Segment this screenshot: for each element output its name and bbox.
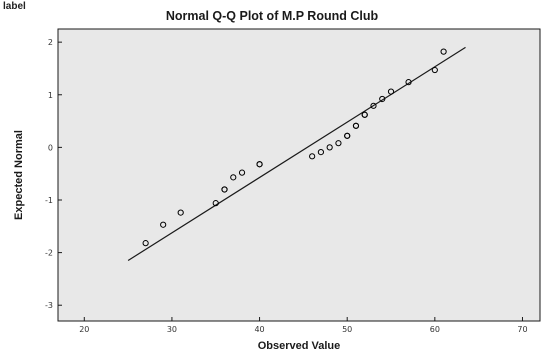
data-point <box>177 209 184 216</box>
axis-ticks: 20 30 40 50 60 70 2 1 0 -1 -2 -3 <box>45 38 528 334</box>
data-point <box>309 153 316 160</box>
data-point <box>256 161 263 168</box>
data-point <box>361 111 368 118</box>
data-point <box>440 48 447 55</box>
x-tick-label: 60 <box>430 325 440 334</box>
y-tick-label: -2 <box>45 249 53 258</box>
y-tick-label: -3 <box>45 301 53 310</box>
data-point <box>335 140 342 147</box>
data-point <box>160 221 167 228</box>
data-point <box>352 122 360 129</box>
y-axis-title: Expected Normal <box>13 130 25 220</box>
top-fragment-label: label <box>3 1 26 12</box>
x-tick-label: 40 <box>254 325 264 334</box>
data-point <box>326 144 333 151</box>
y-tick-label: -1 <box>45 196 53 205</box>
y-tick-label: 0 <box>48 143 53 152</box>
y-tick-label: 1 <box>48 91 53 100</box>
data-point <box>142 240 149 247</box>
x-tick-label: 20 <box>79 325 89 334</box>
data-point <box>230 174 237 181</box>
data-point <box>344 132 351 139</box>
chart-title: Normal Q-Q Plot of M.P Round Club <box>166 9 379 23</box>
data-point <box>212 200 219 207</box>
data-point <box>431 66 438 74</box>
data-point <box>379 95 386 103</box>
plot-area <box>57 28 541 322</box>
data-points-layer <box>142 48 447 247</box>
x-axis-title: Observed Value <box>258 340 341 352</box>
reference-line-layer <box>127 46 466 262</box>
data-point <box>370 102 377 109</box>
data-point <box>405 79 412 86</box>
x-tick-label: 50 <box>342 325 352 334</box>
x-tick-label: 30 <box>167 325 177 334</box>
data-point <box>238 169 246 176</box>
data-point <box>387 88 395 95</box>
reference-line <box>127 46 466 262</box>
y-tick-label: 2 <box>48 38 53 47</box>
x-tick-label: 70 <box>517 325 527 334</box>
data-point <box>221 186 228 193</box>
data-point <box>317 149 325 156</box>
